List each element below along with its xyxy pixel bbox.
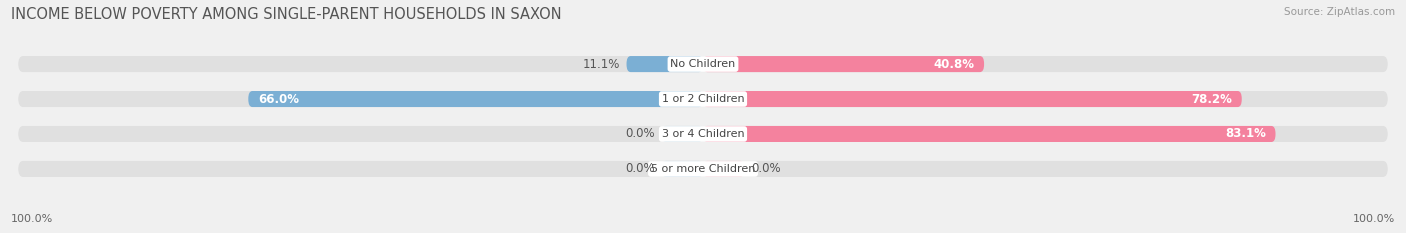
Text: 3 or 4 Children: 3 or 4 Children <box>662 129 744 139</box>
FancyBboxPatch shape <box>18 91 1388 107</box>
FancyBboxPatch shape <box>249 91 703 107</box>
Text: INCOME BELOW POVERTY AMONG SINGLE-PARENT HOUSEHOLDS IN SAXON: INCOME BELOW POVERTY AMONG SINGLE-PARENT… <box>11 7 562 22</box>
Text: 40.8%: 40.8% <box>934 58 974 71</box>
Text: 100.0%: 100.0% <box>1353 214 1395 224</box>
Text: 0.0%: 0.0% <box>751 162 780 175</box>
FancyBboxPatch shape <box>703 161 744 177</box>
FancyBboxPatch shape <box>703 91 1241 107</box>
FancyBboxPatch shape <box>703 56 984 72</box>
FancyBboxPatch shape <box>18 126 1388 142</box>
Text: 5 or more Children: 5 or more Children <box>651 164 755 174</box>
Text: 0.0%: 0.0% <box>626 127 655 140</box>
Text: 11.1%: 11.1% <box>582 58 620 71</box>
Text: 1 or 2 Children: 1 or 2 Children <box>662 94 744 104</box>
FancyBboxPatch shape <box>703 126 1275 142</box>
Text: 78.2%: 78.2% <box>1191 93 1232 106</box>
Text: No Children: No Children <box>671 59 735 69</box>
FancyBboxPatch shape <box>662 126 703 142</box>
Text: 0.0%: 0.0% <box>626 162 655 175</box>
Text: 83.1%: 83.1% <box>1225 127 1265 140</box>
Text: Source: ZipAtlas.com: Source: ZipAtlas.com <box>1284 7 1395 17</box>
FancyBboxPatch shape <box>18 56 1388 72</box>
Text: 100.0%: 100.0% <box>11 214 53 224</box>
FancyBboxPatch shape <box>627 56 703 72</box>
FancyBboxPatch shape <box>662 161 703 177</box>
Text: 66.0%: 66.0% <box>257 93 299 106</box>
FancyBboxPatch shape <box>18 161 1388 177</box>
